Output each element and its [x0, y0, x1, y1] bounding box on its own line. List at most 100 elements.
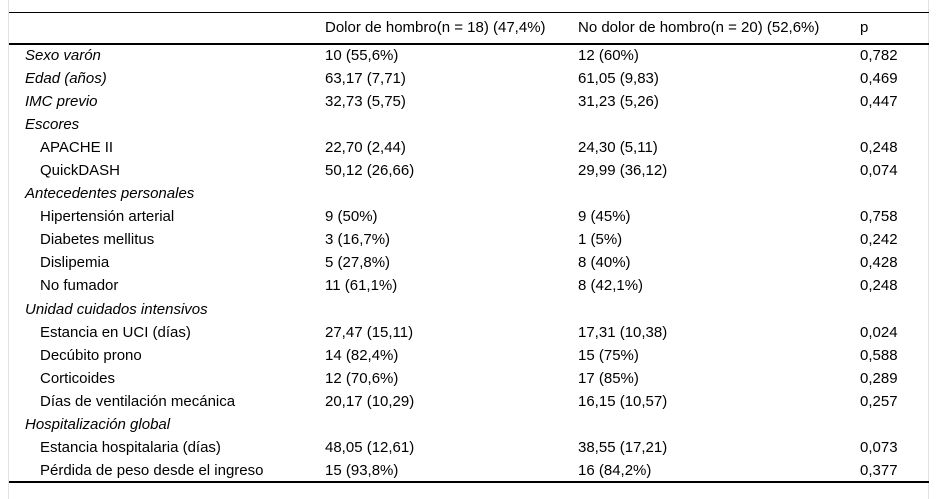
cell-group1: 20,17 (10,29): [325, 392, 415, 410]
header-row: Dolor de hombro(n = 18) (47,4%) No dolor…: [9, 13, 929, 44]
row-label: Sexo varón: [25, 47, 101, 65]
table-row: No fumador 11 (61,1%) 8 (42,1%) 0,248: [9, 274, 929, 297]
row-label: Hipertensión arterial: [40, 208, 175, 226]
table-row: Escores: [9, 113, 929, 136]
cell-group2: 8 (40%): [578, 254, 631, 272]
row-label: No fumador: [40, 277, 119, 295]
cell-group1: 9 (50%): [325, 208, 378, 226]
cell-p: 0,588: [860, 346, 898, 364]
column-header-group2: No dolor de hombro(n = 20) (52,6%): [578, 19, 820, 37]
table-row: Dislipemia 5 (27,8%) 8 (40%) 0,428: [9, 251, 929, 274]
cell-group1: 27,47 (15,11): [325, 323, 414, 341]
cell-p: 0,758: [860, 208, 898, 226]
cell-p: [860, 413, 929, 436]
table-row: Días de ventilación mecánica 20,17 (10,2…: [9, 390, 929, 413]
cell-p: 0,024: [860, 323, 898, 341]
table-row: Pérdida de peso desde el ingreso 15 (93,…: [9, 459, 929, 482]
cell-group2: 9 (45%): [578, 208, 631, 226]
cell-p: [860, 113, 929, 136]
column-header-variable: [9, 13, 325, 44]
cell-group1: 11 (61,1%): [325, 277, 398, 295]
cell-group1: 3 (16,7%): [325, 231, 391, 249]
row-label: Pérdida de peso desde el ingreso: [40, 461, 264, 479]
cell-group1: [325, 413, 578, 436]
cell-group1: [325, 182, 578, 205]
row-label: Edad (años): [25, 69, 107, 87]
column-header-group1: Dolor de hombro(n = 18) (47,4%): [325, 19, 546, 37]
cell-group2: 15 (75%): [578, 346, 639, 364]
cell-p: 0,248: [860, 277, 898, 295]
cell-group1: [325, 113, 578, 136]
row-label: Corticoides: [40, 369, 116, 387]
cell-group2: 8 (42,1%): [578, 277, 644, 295]
cell-p: [860, 182, 929, 205]
cell-group2: 29,99 (36,12): [578, 162, 668, 180]
cell-p: 0,248: [860, 138, 898, 156]
cell-group1: 15 (93,8%): [325, 461, 399, 479]
table-row: APACHE II 22,70 (2,44) 24,30 (5,11) 0,24…: [9, 136, 929, 159]
row-label: Diabetes mellitus: [40, 231, 155, 249]
cell-group1: 48,05 (12,61): [325, 439, 415, 457]
cell-group2: [578, 298, 860, 321]
row-label: Días de ventilación mecánica: [40, 392, 236, 410]
cell-group2: 38,55 (17,21): [578, 439, 668, 457]
row-label: QuickDASH: [40, 162, 121, 180]
cell-group2: 17,31 (10,38): [578, 323, 668, 341]
cell-p: 0,469: [860, 69, 898, 87]
row-label: Decúbito prono: [40, 346, 142, 364]
cell-group1: 5 (27,8%): [325, 254, 391, 272]
table-row: Estancia en UCI (días) 27,47 (15,11) 17,…: [9, 321, 929, 344]
cell-group2: [578, 113, 860, 136]
table-row: Antecedentes personales: [9, 182, 929, 205]
cell-p: 0,782: [860, 47, 898, 65]
cell-group2: [578, 413, 860, 436]
cell-p: 0,073: [860, 439, 898, 457]
table-row: IMC previo 32,73 (5,75) 31,23 (5,26) 0,4…: [9, 90, 929, 113]
cell-group2: 1 (5%): [578, 231, 623, 249]
cell-p: 0,447: [860, 92, 898, 110]
cell-p: 0,242: [860, 231, 898, 249]
table-row: QuickDASH 50,12 (26,66) 29,99 (36,12) 0,…: [9, 159, 929, 182]
cell-group1: 22,70 (2,44): [325, 138, 406, 156]
cell-p: 0,257: [860, 392, 898, 410]
comparison-table-container: Dolor de hombro(n = 18) (47,4%) No dolor…: [9, 12, 929, 484]
cell-group2: 61,05 (9,83): [578, 69, 659, 87]
cell-group1: 14 (82,4%): [325, 346, 399, 364]
cell-group1: [325, 298, 578, 321]
cell-group1: 50,12 (26,66): [325, 162, 415, 180]
cell-group2: [578, 182, 860, 205]
cell-group2: 31,23 (5,26): [578, 92, 659, 110]
cell-p: 0,377: [860, 461, 898, 479]
cell-group2: 16,15 (10,57): [578, 392, 668, 410]
row-label: Unidad cuidados intensivos: [25, 300, 208, 318]
cell-p: 0,428: [860, 254, 898, 272]
table-row: Edad (años) 63,17 (7,71) 61,05 (9,83) 0,…: [9, 67, 929, 90]
row-label: Estancia hospitalaria (días): [40, 439, 221, 457]
cell-group1: 32,73 (5,75): [325, 92, 406, 110]
row-label: Antecedentes personales: [25, 185, 195, 203]
cell-group1: 10 (55,6%): [325, 47, 399, 65]
comparison-table: Dolor de hombro(n = 18) (47,4%) No dolor…: [9, 12, 929, 484]
cell-group2: 12 (60%): [578, 47, 639, 65]
cell-group2: 24,30 (5,11): [578, 138, 658, 156]
row-label: Dislipemia: [40, 254, 110, 272]
cell-p: [860, 298, 929, 321]
table-body: Sexo varón 10 (55,6%) 12 (60%) 0,782 Eda…: [9, 44, 929, 483]
cell-group1: 12 (70,6%): [325, 369, 399, 387]
table-row: Estancia hospitalaria (días) 48,05 (12,6…: [9, 436, 929, 459]
table-row: Corticoides 12 (70,6%) 17 (85%) 0,289: [9, 367, 929, 390]
row-label: Hospitalización global: [25, 416, 171, 434]
table-row: Sexo varón 10 (55,6%) 12 (60%) 0,782: [9, 44, 929, 67]
table-row: Diabetes mellitus 3 (16,7%) 1 (5%) 0,242: [9, 228, 929, 251]
table-row: Decúbito prono 14 (82,4%) 15 (75%) 0,588: [9, 344, 929, 367]
cell-p: 0,289: [860, 369, 898, 387]
table-row: Hospitalización global: [9, 413, 929, 436]
row-label: APACHE II: [40, 138, 114, 156]
cell-p: 0,074: [860, 162, 898, 180]
row-label: IMC previo: [25, 92, 98, 110]
table-row: Hipertensión arterial 9 (50%) 9 (45%) 0,…: [9, 205, 929, 228]
cell-group1: 63,17 (7,71): [325, 69, 406, 87]
cell-group2: 16 (84,2%): [578, 461, 652, 479]
row-label: Escores: [25, 115, 80, 133]
table-row: Unidad cuidados intensivos: [9, 298, 929, 321]
